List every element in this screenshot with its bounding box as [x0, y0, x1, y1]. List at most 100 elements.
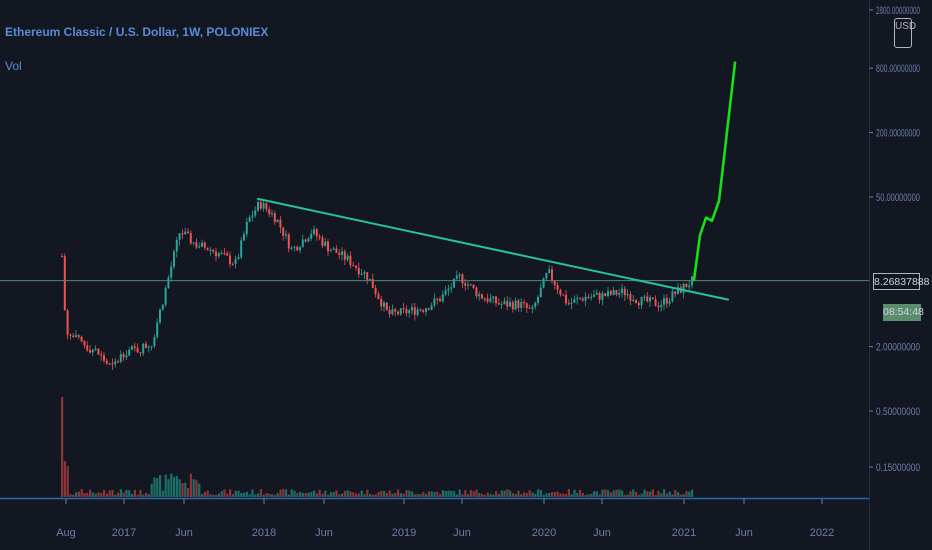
- candle: [453, 278, 455, 289]
- x-axis-ticks[interactable]: Aug 2017 Jun 2018 Jun 2019 Jun 2020 Jun 2021 Jun 20…: [56, 499, 834, 539]
- candle: [178, 232, 181, 246]
- trendline[interactable]: [257, 197, 729, 301]
- candle: [234, 255, 237, 269]
- volume-bar: [248, 494, 251, 497]
- candle: [427, 307, 430, 311]
- volume-bar: [153, 477, 156, 497]
- candle: [486, 293, 489, 304]
- volume-bar: [461, 494, 464, 497]
- volume-bar: [534, 493, 537, 497]
- volume-bar: [366, 489, 369, 497]
- candle: [173, 249, 175, 270]
- y-axis-ticks[interactable]: 2800.00000000 800.00000000 200.00000000 50.…: [869, 5, 920, 474]
- candle: [394, 307, 397, 317]
- volume-bar: [341, 493, 344, 497]
- candle: [262, 199, 265, 212]
- candle: [388, 306, 391, 318]
- volume-bar: [223, 489, 226, 497]
- candle: [640, 296, 643, 309]
- volume-bar: [581, 493, 584, 497]
- candle: [492, 296, 495, 304]
- volume-bar: [369, 493, 372, 497]
- volume-bar: [416, 494, 419, 497]
- volume-bar: [301, 492, 304, 497]
- volume-bar: [413, 494, 416, 497]
- volume-bar: [419, 494, 422, 497]
- volume-bar: [133, 489, 136, 497]
- volume-bar: [128, 490, 131, 497]
- candle: [419, 308, 422, 312]
- volume-bar: [346, 490, 349, 497]
- volume-bar: [509, 490, 512, 497]
- volume-bar: [483, 494, 486, 497]
- volume-bar: [72, 494, 75, 497]
- volume-bar: [559, 493, 562, 497]
- volume-bar: [178, 479, 181, 497]
- x-tick: 2017: [112, 499, 136, 539]
- volume-bar: [570, 494, 573, 497]
- volume-bar: [458, 489, 461, 497]
- candle: [478, 291, 481, 301]
- candle: [607, 286, 609, 299]
- candle: [660, 300, 663, 312]
- volume-bar: [209, 494, 212, 497]
- volume-bar: [537, 489, 540, 497]
- candle: [105, 358, 108, 365]
- candle: [623, 285, 626, 301]
- y-tick: 800.00000000: [869, 63, 920, 75]
- volume-bar: [595, 491, 598, 497]
- candle: [97, 348, 100, 355]
- volume-bar: [262, 494, 265, 497]
- volume-label[interactable]: Vol: [5, 59, 22, 73]
- volume-bar: [268, 493, 271, 497]
- volume-bar: [237, 490, 240, 497]
- volume-bar: [447, 490, 450, 497]
- candle: [523, 299, 525, 308]
- candle: [553, 280, 556, 290]
- candle: [150, 345, 153, 351]
- volume-bar: [215, 494, 218, 497]
- volume-bar: [637, 494, 640, 497]
- volume-bar: [181, 483, 184, 497]
- candle: [579, 297, 581, 300]
- volume-bar: [377, 492, 380, 497]
- candle: [601, 290, 604, 306]
- currency-button[interactable]: USD: [894, 18, 916, 48]
- volume-bar: [584, 494, 587, 497]
- candle: [534, 301, 537, 310]
- candle: [506, 296, 509, 311]
- candle: [273, 210, 276, 225]
- candle: [629, 291, 632, 306]
- svg-text:Aug: Aug: [56, 527, 76, 539]
- x-tick: Jun: [593, 499, 611, 539]
- volume-bar: [531, 492, 534, 497]
- volume-bar: [173, 476, 176, 497]
- y-tick: 50.00000000: [869, 192, 920, 204]
- candle: [89, 345, 91, 354]
- volume-bar: [464, 490, 467, 497]
- volume-bar: [649, 491, 652, 497]
- candle: [467, 281, 469, 290]
- volume-bar: [150, 483, 153, 497]
- candle: [229, 251, 231, 268]
- volume-bar: [609, 492, 612, 497]
- volume-bar: [285, 489, 288, 497]
- candle: [161, 304, 164, 311]
- volume-bar: [61, 397, 64, 497]
- volume-bar: [105, 493, 108, 497]
- volume-bar: [329, 492, 332, 497]
- projection-path[interactable]: [692, 61, 737, 282]
- volume-bar: [234, 490, 237, 497]
- candle: [108, 362, 111, 366]
- volume-bar: [663, 489, 666, 497]
- candle: [83, 340, 86, 349]
- volume-bar: [103, 489, 106, 497]
- x-tick: 2022: [810, 499, 834, 539]
- volume-bar: [665, 493, 668, 497]
- volume-bar: [243, 492, 246, 497]
- chart-title[interactable]: Ethereum Classic / U.S. Dollar, 1W, POLO…: [5, 25, 269, 39]
- volume-bar: [273, 494, 276, 497]
- x-tick: 2020: [532, 499, 556, 539]
- y-tick: 0.15000000: [869, 462, 920, 474]
- volume-bar: [422, 492, 425, 497]
